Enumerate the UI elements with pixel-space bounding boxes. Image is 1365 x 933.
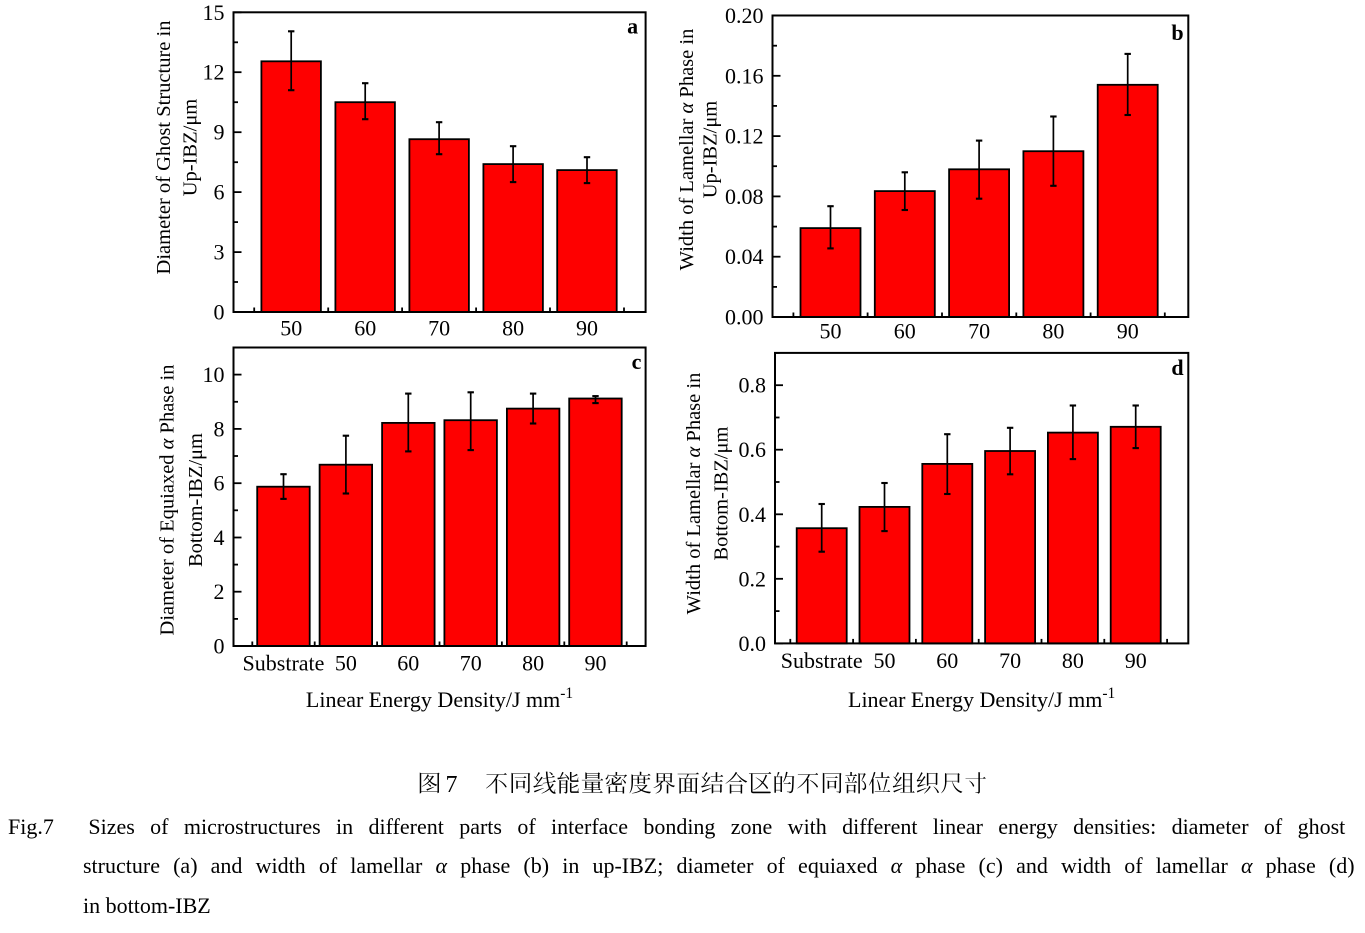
- svg-text:0.12: 0.12: [725, 124, 764, 149]
- svg-text:c: c: [632, 349, 642, 374]
- svg-text:b: b: [1171, 20, 1183, 45]
- svg-text:0.6: 0.6: [739, 437, 767, 462]
- svg-text:6: 6: [214, 471, 225, 496]
- svg-text:0.4: 0.4: [739, 502, 767, 527]
- svg-text:0.08: 0.08: [725, 184, 764, 209]
- svg-text:90: 90: [585, 651, 607, 676]
- svg-text:a: a: [627, 14, 638, 39]
- svg-text:90: 90: [1117, 319, 1139, 344]
- svg-text:4: 4: [214, 525, 225, 550]
- svg-text:9: 9: [214, 120, 225, 145]
- svg-text:0: 0: [214, 634, 225, 659]
- svg-text:60: 60: [936, 648, 958, 673]
- svg-text:60: 60: [397, 651, 419, 676]
- svg-text:80: 80: [1062, 648, 1084, 673]
- svg-text:d: d: [1171, 355, 1183, 380]
- svg-text:Linear Energy Density/J mm-1: Linear Energy Density/J mm-1: [848, 685, 1115, 712]
- svg-text:6: 6: [214, 180, 225, 205]
- svg-text:0.0: 0.0: [739, 631, 767, 656]
- svg-text:60: 60: [354, 316, 376, 341]
- svg-text:Width of Lamellar α Phase in: Width of Lamellar α Phase in: [683, 373, 705, 615]
- svg-text:12: 12: [203, 60, 225, 85]
- svg-text:90: 90: [576, 316, 598, 341]
- svg-text:Diameter of Ghost Structure in: Diameter of Ghost Structure in: [153, 21, 175, 275]
- svg-text:Up-IBZ/μm: Up-IBZ/μm: [180, 99, 202, 197]
- svg-text:0.00: 0.00: [725, 305, 764, 330]
- svg-text:Substrate: Substrate: [243, 651, 325, 676]
- svg-text:Diameter of Equiaxed α Phase i: Diameter of Equiaxed α Phase in: [157, 365, 179, 636]
- svg-text:60: 60: [894, 319, 916, 344]
- svg-text:Bottom-IBZ/μm: Bottom-IBZ/μm: [185, 433, 207, 567]
- svg-text:50: 50: [874, 648, 896, 673]
- svg-text:Width of Lamellar α Phase in: Width of Lamellar α Phase in: [676, 29, 698, 271]
- svg-text:0.04: 0.04: [725, 244, 764, 269]
- svg-text:70: 70: [428, 316, 450, 341]
- svg-text:70: 70: [968, 319, 990, 344]
- svg-text:70: 70: [460, 651, 482, 676]
- svg-text:10: 10: [203, 362, 225, 387]
- svg-text:0.16: 0.16: [725, 63, 764, 88]
- svg-text:80: 80: [522, 651, 544, 676]
- svg-text:2: 2: [214, 579, 225, 604]
- svg-text:80: 80: [502, 316, 524, 341]
- svg-text:Up-IBZ/μm: Up-IBZ/μm: [700, 101, 722, 199]
- svg-text:7: 7: [446, 772, 458, 798]
- svg-text:Substrate: Substrate: [781, 648, 863, 673]
- svg-text:50: 50: [820, 319, 842, 344]
- svg-text:Bottom-IBZ/μm: Bottom-IBZ/μm: [711, 426, 733, 560]
- svg-text:3: 3: [214, 240, 225, 265]
- svg-text:0.8: 0.8: [739, 373, 767, 398]
- svg-text:90: 90: [1125, 648, 1147, 673]
- svg-text:15: 15: [203, 0, 225, 25]
- svg-text:80: 80: [1042, 319, 1064, 344]
- svg-text:0.2: 0.2: [739, 566, 767, 591]
- svg-text:50: 50: [280, 316, 302, 341]
- svg-text:0.20: 0.20: [725, 3, 764, 28]
- svg-text:70: 70: [999, 648, 1021, 673]
- svg-text:50: 50: [335, 651, 357, 676]
- svg-text:0: 0: [214, 300, 225, 325]
- svg-text:Linear Energy Density/J mm-1: Linear Energy Density/J mm-1: [306, 685, 573, 712]
- svg-text:8: 8: [214, 416, 225, 441]
